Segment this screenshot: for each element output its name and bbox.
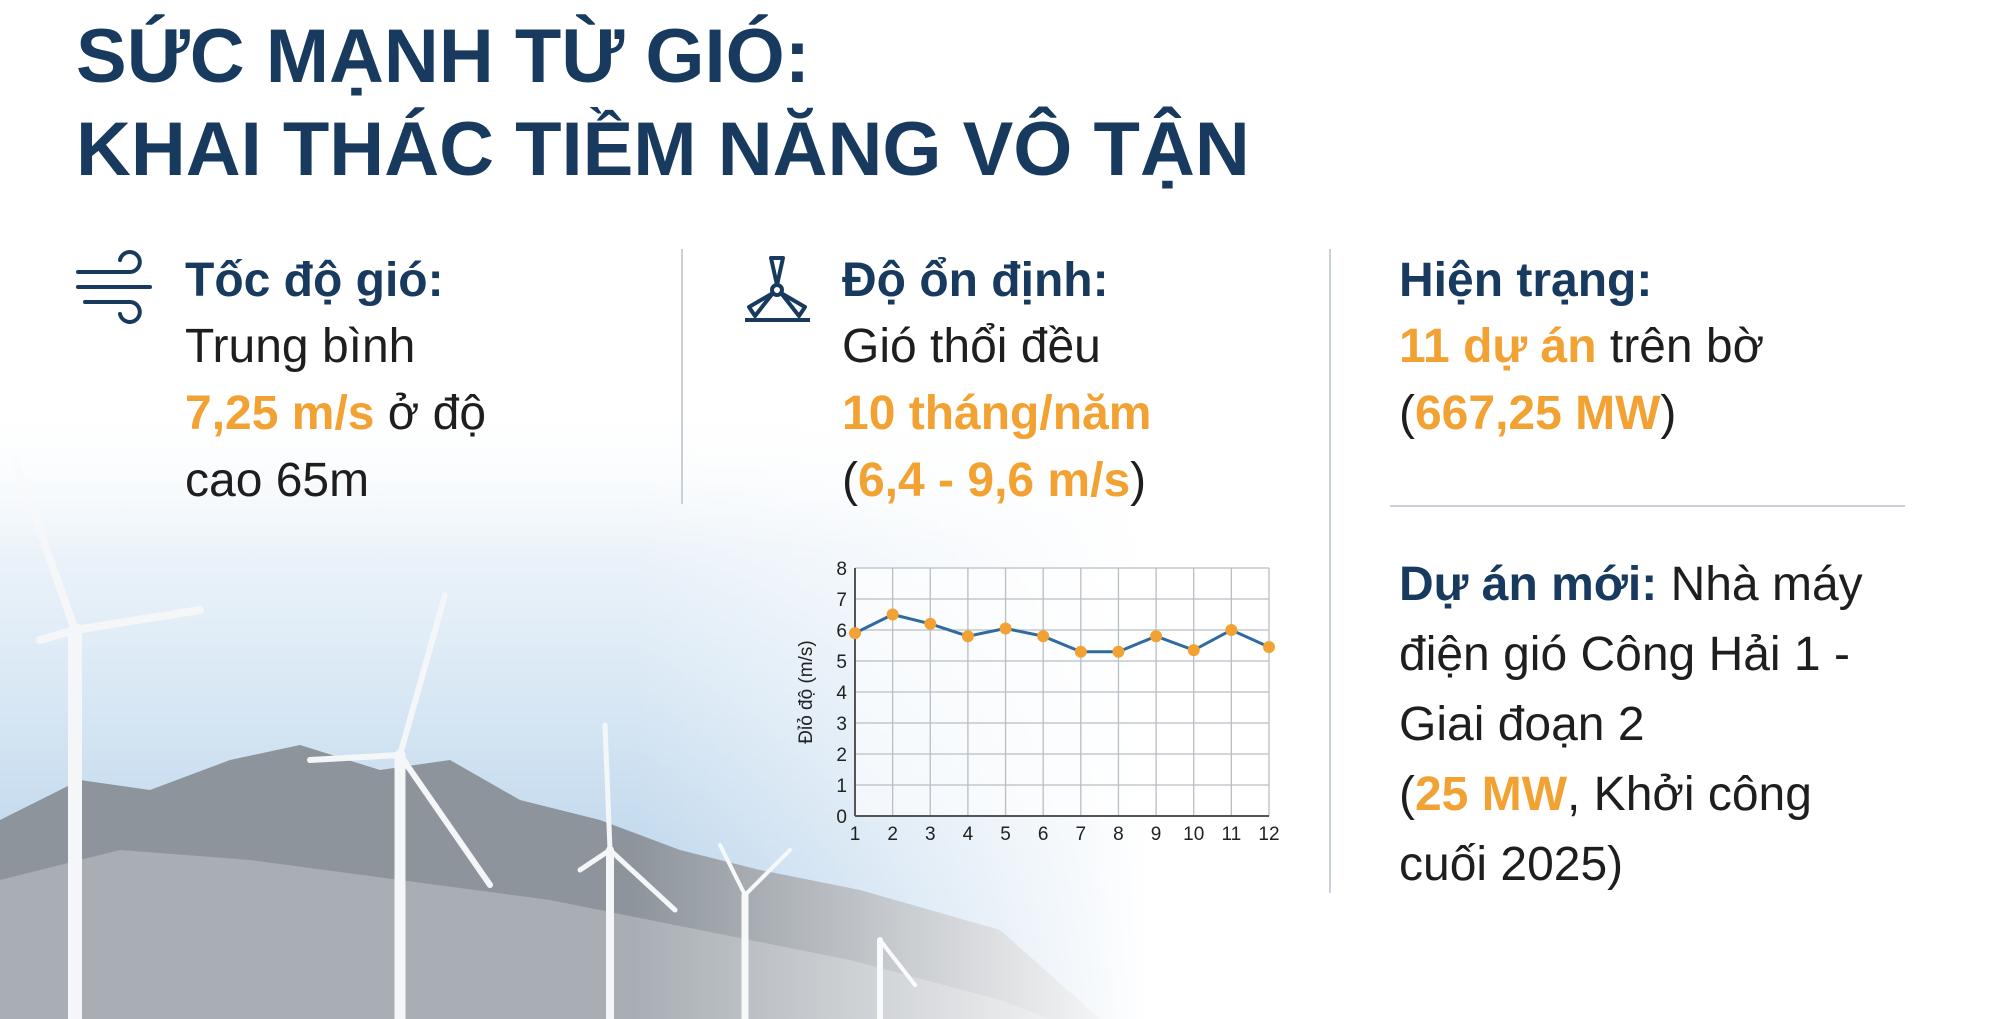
text-segment: 10 tháng/năm: [842, 387, 1151, 440]
text-segment: Nhà máy: [1657, 558, 1862, 611]
x-tick-label: 8: [1113, 824, 1124, 845]
dividers: [681, 249, 1905, 893]
title-line: KHAI THÁC TIỀM NĂNG VÔ TẬN: [76, 106, 1250, 192]
text-segment: ): [1130, 454, 1146, 507]
data-point: [1225, 624, 1238, 636]
data-point: [1187, 644, 1200, 657]
text-line: (667,25 MW): [1399, 387, 1676, 440]
text-segment: Dự án mới:: [1399, 558, 1657, 611]
title-line: SỨC MẠNH TỪ GIÓ:: [76, 14, 810, 99]
column-heading: Tốc độ gió:: [185, 254, 444, 307]
x-tick-label: 4: [963, 824, 974, 845]
text-segment: , Khởi công: [1567, 768, 1812, 821]
text-segment: 7,25 m/s: [185, 387, 374, 440]
data-point: [1112, 645, 1125, 658]
text-line: Gió thổi đều: [842, 320, 1101, 373]
data-point: [1037, 630, 1050, 643]
y-tick-label: 0: [836, 807, 847, 828]
text-segment: cao 65m: [185, 454, 369, 507]
x-tick-label: 3: [925, 824, 936, 845]
text-segment: 6,4 - 9,6 m/s: [858, 454, 1130, 507]
text-segment: cuối 2025): [1399, 838, 1623, 891]
data-point: [849, 627, 861, 640]
background: [0, 390, 1150, 1019]
text-line: Dự án mới: Nhà máy: [1399, 558, 1863, 611]
x-tick-label: 2: [887, 824, 898, 845]
text-segment: Trung bình: [185, 320, 415, 373]
x-tick-label: 9: [1151, 824, 1162, 845]
wind-icon: [76, 250, 152, 324]
x-tick-label: 6: [1038, 824, 1049, 845]
x-tick-label: 1: [850, 824, 861, 845]
data-point: [999, 622, 1012, 635]
text-line: (25 MW, Khởi công: [1399, 768, 1812, 821]
y-tick-label: 2: [836, 745, 847, 766]
y-axis-label: Đỉỏ độ (m/s): [796, 640, 817, 743]
turbine-icon: [745, 256, 810, 322]
data-point: [961, 630, 974, 643]
text-segment: 25 MW: [1415, 768, 1568, 821]
text-segment: ): [1660, 387, 1676, 440]
y-tick-label: 8: [836, 559, 847, 580]
text-segment: (: [842, 454, 858, 507]
x-tick-label: 10: [1183, 824, 1204, 845]
text-line: 7,25 m/s ở độ: [185, 387, 486, 440]
data-point: [1263, 641, 1275, 654]
text-line: 10 tháng/năm: [842, 387, 1151, 440]
text-segment: điện gió Công Hải 1 -: [1399, 628, 1850, 681]
x-tick-label: 7: [1076, 824, 1087, 845]
column-heading: Độ ổn định:: [842, 254, 1109, 307]
text-segment: trên bờ: [1597, 320, 1765, 373]
text-line: Giai đoạn 2: [1399, 698, 1645, 751]
y-tick-label: 7: [836, 590, 847, 611]
data-point: [886, 608, 899, 621]
y-tick-label: 4: [836, 683, 847, 704]
data-point: [924, 617, 937, 630]
text-segment: (: [1399, 768, 1415, 821]
text-line: điện gió Công Hải 1 -: [1399, 628, 1850, 681]
data-line: [854, 612, 1270, 654]
x-tick-label: 5: [1000, 824, 1011, 845]
data-point: [1074, 645, 1087, 658]
text-segment: 11 dự án: [1399, 320, 1597, 373]
text-line: (6,4 - 9,6 m/s): [842, 454, 1146, 507]
text-segment: (: [1399, 387, 1415, 440]
text-line: Trung bình: [185, 320, 415, 373]
text-segment: Gió thổi đều: [842, 320, 1101, 373]
y-tick-label: 3: [836, 714, 847, 735]
y-tick-label: 6: [836, 621, 847, 642]
text-segment: 667,25 MW: [1415, 387, 1661, 440]
text-segment: ở độ: [374, 387, 486, 440]
text-line: 11 dự án trên bờ: [1399, 320, 1764, 373]
y-tick-label: 1: [836, 776, 847, 797]
text-segment: Giai đoạn 2: [1399, 698, 1645, 751]
text-line: cuối 2025): [1399, 838, 1623, 891]
data-point: [1150, 630, 1163, 643]
text-line: cao 65m: [185, 454, 369, 507]
y-tick-label: 5: [836, 652, 847, 673]
x-tick-label: 11: [1221, 824, 1241, 845]
column-heading: Hiện trạng:: [1399, 254, 1652, 307]
x-tick-label: 12: [1258, 824, 1279, 845]
